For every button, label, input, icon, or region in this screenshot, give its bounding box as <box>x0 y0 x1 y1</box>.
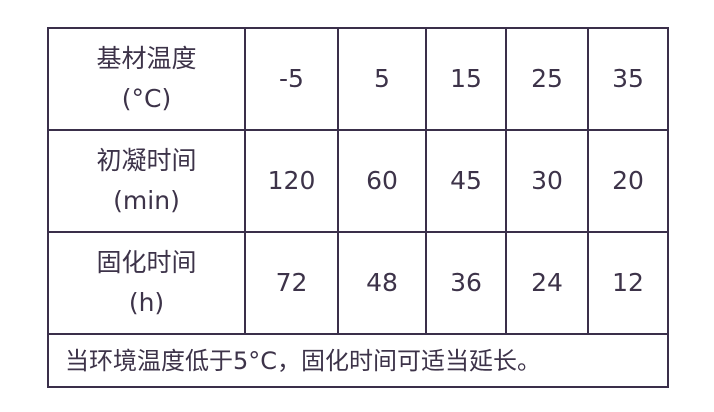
table-cell: 24 <box>505 231 589 335</box>
table-cell: 36 <box>425 231 507 335</box>
table-cell: 72 <box>244 231 339 335</box>
row-header: 初凝时间 (min) <box>47 129 246 233</box>
row-unit: (h) <box>128 288 165 317</box>
table-cell: 120 <box>244 129 339 233</box>
table-cell: 60 <box>337 129 427 233</box>
row-unit: (min) <box>113 186 180 215</box>
table-cell: 30 <box>505 129 589 233</box>
data-table: 基材温度 (°C) -5 5 15 25 35 初凝时间 (min) 120 60 … <box>47 27 669 388</box>
table-row-substrate-temperature: 基材温度 (°C) -5 5 15 25 35 <box>47 27 669 131</box>
table-cell: 15 <box>425 27 507 131</box>
table-cell: 12 <box>587 231 669 335</box>
table-note: 当环境温度低于5°C，固化时间可适当延长。 <box>47 333 669 388</box>
row-label: 基材温度 <box>96 44 197 73</box>
row-label: 初凝时间 <box>96 146 197 175</box>
table-cell: 48 <box>337 231 427 335</box>
table-row-note: 当环境温度低于5°C，固化时间可适当延长。 <box>47 333 669 388</box>
table-cell: 5 <box>337 27 427 131</box>
table-row-curing-time: 固化时间 (h) 72 48 36 24 12 <box>47 231 669 335</box>
row-unit: (°C) <box>121 84 172 113</box>
table-cell: 20 <box>587 129 669 233</box>
table-cell: 35 <box>587 27 669 131</box>
table-row-initial-set-time: 初凝时间 (min) 120 60 45 30 20 <box>47 129 669 233</box>
table-cell: 25 <box>505 27 589 131</box>
row-header: 固化时间 (h) <box>47 231 246 335</box>
table-cell: -5 <box>244 27 339 131</box>
row-header: 基材温度 (°C) <box>47 27 246 131</box>
table-cell: 45 <box>425 129 507 233</box>
row-label: 固化时间 <box>96 248 197 277</box>
